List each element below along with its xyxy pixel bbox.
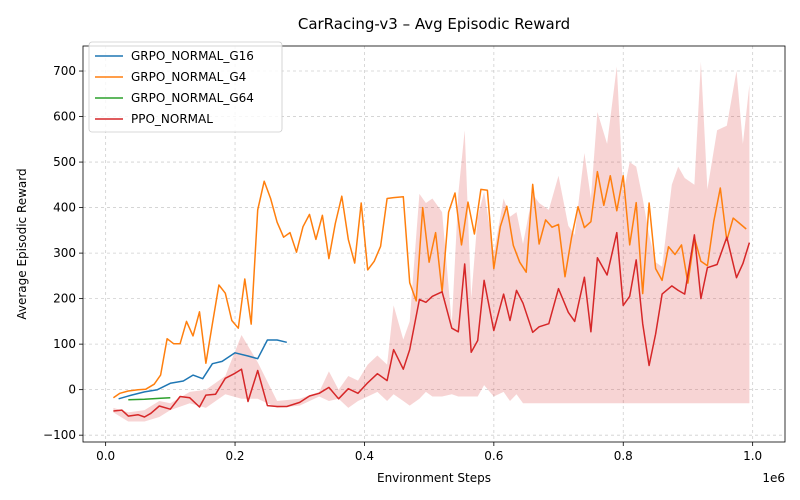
legend-label-grpo-normal-g64: GRPO_NORMAL_G64: [131, 91, 254, 105]
y-axis-label: Average Episodic Reward: [15, 168, 29, 319]
x-axis-label: Environment Steps: [377, 471, 491, 485]
series-line-grpo-normal-g4: [112, 170, 747, 399]
y-tick-label: 100: [53, 337, 76, 351]
legend-label-grpo-normal-g16: GRPO_NORMAL_G16: [131, 49, 254, 63]
y-tick-label: 500: [53, 155, 76, 169]
legend-box: [88, 41, 283, 133]
legend: GRPO_NORMAL_G16 GRPO_NORMAL_G4 GRPO_NORMAL…: [88, 41, 283, 133]
y-axis-ticks: −100 0 100 200 300 400 500 600 700: [43, 64, 83, 442]
x-tick-label: 0.4: [355, 449, 374, 463]
y-tick-label: 200: [53, 292, 76, 306]
legend-label-grpo-normal-g4: GRPO_NORMAL_G4: [131, 70, 246, 84]
y-tick-label: 700: [53, 64, 76, 78]
x-axis-ticks: 0.0 0.2 0.4 0.6 0.8 1.0: [96, 442, 762, 463]
axes-frame: [82, 45, 786, 443]
x-tick-label: 0.0: [96, 449, 115, 463]
y-tick-label: 300: [53, 246, 76, 260]
x-axis-offset-label: 1e6: [762, 471, 785, 485]
x-tick-label: 0.8: [614, 449, 633, 463]
x-tick-label: 1.0: [743, 449, 762, 463]
x-tick-label: 0.2: [225, 449, 244, 463]
y-tick-label: 400: [53, 201, 76, 215]
legend-label-ppo-normal: PPO_NORMAL: [131, 112, 213, 126]
series-line-ppo-normal: [113, 231, 751, 418]
x-tick-label: 0.6: [484, 449, 503, 463]
y-tick-label: −100: [43, 428, 76, 442]
legend-items: GRPO_NORMAL_G16 GRPO_NORMAL_G4 GRPO_NORMAL…: [95, 49, 254, 126]
y-tick-label: 0: [68, 383, 76, 397]
series-line-grpo-normal-g64: [128, 397, 171, 401]
chart-title: CarRacing-v3 – Avg Episodic Reward: [298, 15, 570, 33]
series-lines: [112, 170, 751, 418]
series-line-grpo-normal-g16: [118, 339, 287, 400]
y-tick-label: 600: [53, 110, 76, 124]
